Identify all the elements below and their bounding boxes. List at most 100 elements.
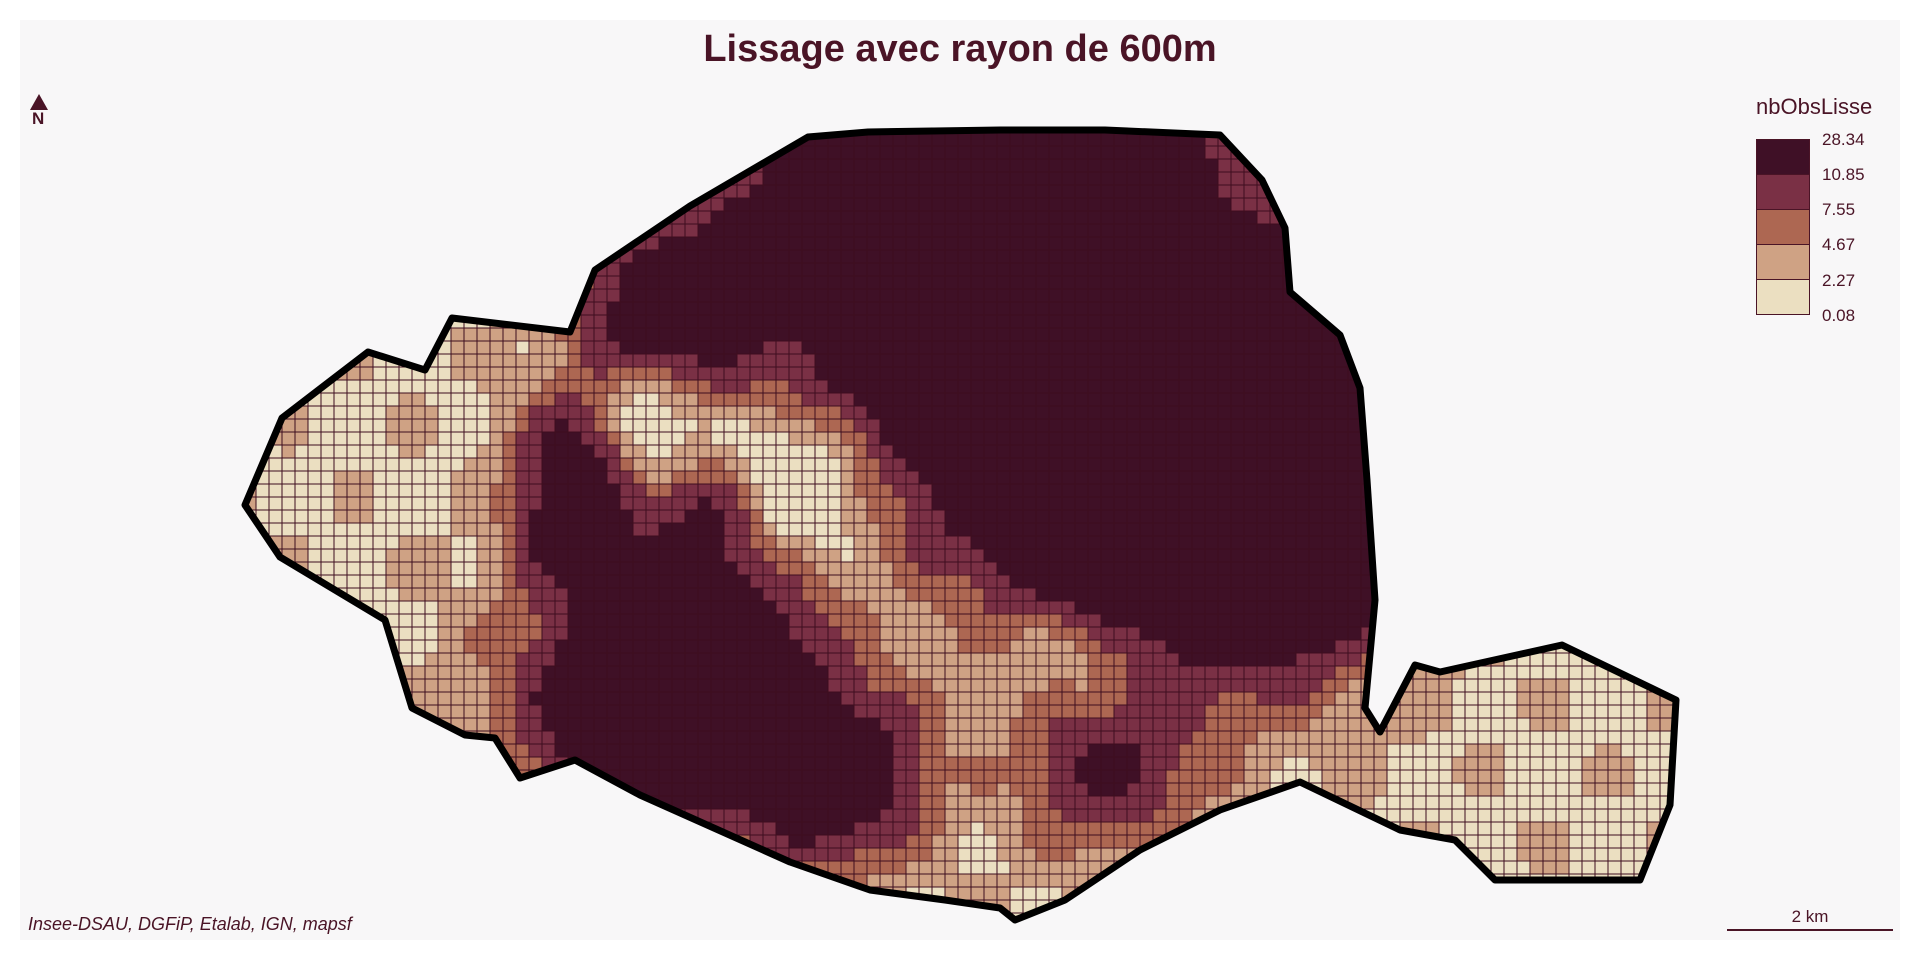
grid-cell (1413, 120, 1426, 133)
grid-cell (737, 562, 750, 575)
grid-cell (516, 666, 529, 679)
grid-cell (516, 497, 529, 510)
grid-cell (334, 536, 347, 549)
grid-cell (828, 549, 841, 562)
grid-cell (1361, 172, 1374, 185)
grid-cell (659, 562, 672, 575)
grid-cell (581, 627, 594, 640)
grid-cell (334, 263, 347, 276)
grid-cell (529, 458, 542, 471)
grid-cell (750, 588, 763, 601)
grid-cell (1179, 198, 1192, 211)
grid-cell (308, 679, 321, 692)
grid-cell (1218, 159, 1231, 172)
grid-cell (685, 146, 698, 159)
grid-cell (464, 692, 477, 705)
grid-cell (1400, 289, 1413, 302)
grid-cell (1400, 653, 1413, 666)
grid-cell (1192, 653, 1205, 666)
grid-cell (1218, 614, 1231, 627)
grid-cell (1062, 445, 1075, 458)
grid-cell (1569, 367, 1582, 380)
grid-cell (1023, 523, 1036, 536)
grid-cell (1400, 380, 1413, 393)
grid-cell (1283, 146, 1296, 159)
grid-cell (698, 328, 711, 341)
grid-cell (1218, 120, 1231, 133)
grid-cell (906, 484, 919, 497)
grid-cell (724, 406, 737, 419)
grid-cell (1400, 159, 1413, 172)
grid-cell (1192, 458, 1205, 471)
grid-cell (1478, 341, 1491, 354)
grid-cell (1478, 289, 1491, 302)
grid-cell (633, 146, 646, 159)
grid-cell (1543, 328, 1556, 341)
grid-cell (1205, 640, 1218, 653)
grid-cell (568, 237, 581, 250)
grid-cell (542, 419, 555, 432)
grid-cell (1608, 185, 1621, 198)
grid-cell (763, 640, 776, 653)
grid-cell (451, 380, 464, 393)
grid-cell (360, 315, 373, 328)
grid-cell (256, 393, 269, 406)
grid-cell (1088, 224, 1101, 237)
grid-cell (347, 627, 360, 640)
grid-cell (295, 120, 308, 133)
grid-cell (256, 302, 269, 315)
grid-cell (1049, 198, 1062, 211)
grid-cell (516, 198, 529, 211)
grid-cell (802, 523, 815, 536)
grid-cell (1049, 289, 1062, 302)
grid-cell (1647, 666, 1660, 679)
grid-cell (1530, 302, 1543, 315)
grid-cell (984, 146, 997, 159)
grid-cell (945, 354, 958, 367)
grid-cell (477, 432, 490, 445)
grid-cell (1517, 406, 1530, 419)
grid-cell (1088, 523, 1101, 536)
grid-cell (607, 380, 620, 393)
grid-cell (854, 406, 867, 419)
grid-cell (1426, 601, 1439, 614)
grid-cell (1075, 679, 1088, 692)
grid-cell (1400, 146, 1413, 159)
grid-cell (737, 588, 750, 601)
grid-cell (1257, 315, 1270, 328)
grid-cell (1179, 159, 1192, 172)
grid-cell (1283, 172, 1296, 185)
grid-cell (1257, 614, 1270, 627)
grid-cell (1049, 367, 1062, 380)
grid-cell (477, 510, 490, 523)
grid-cell (1478, 484, 1491, 497)
grid-cell (724, 328, 737, 341)
grid-cell (828, 653, 841, 666)
grid-cell (893, 614, 906, 627)
grid-cell (321, 237, 334, 250)
grid-cell (1452, 497, 1465, 510)
grid-cell (1244, 289, 1257, 302)
grid-cell (295, 419, 308, 432)
grid-cell (516, 354, 529, 367)
grid-cell (412, 315, 425, 328)
grid-cell (1348, 211, 1361, 224)
grid-cell (1075, 484, 1088, 497)
grid-cell (1309, 120, 1322, 133)
grid-cell (711, 211, 724, 224)
grid-cell (1517, 510, 1530, 523)
grid-cell (1530, 198, 1543, 211)
grid-cell (1049, 549, 1062, 562)
grid-cell (1010, 562, 1023, 575)
grid-cell (1023, 458, 1036, 471)
grid-cell (672, 640, 685, 653)
grid-cell (685, 328, 698, 341)
grid-cell (1361, 211, 1374, 224)
grid-cell (1179, 640, 1192, 653)
grid-cell (724, 419, 737, 432)
grid-cell (958, 536, 971, 549)
grid-cell (438, 497, 451, 510)
grid-cell (841, 458, 854, 471)
grid-cell (1491, 159, 1504, 172)
grid-cell (1192, 276, 1205, 289)
